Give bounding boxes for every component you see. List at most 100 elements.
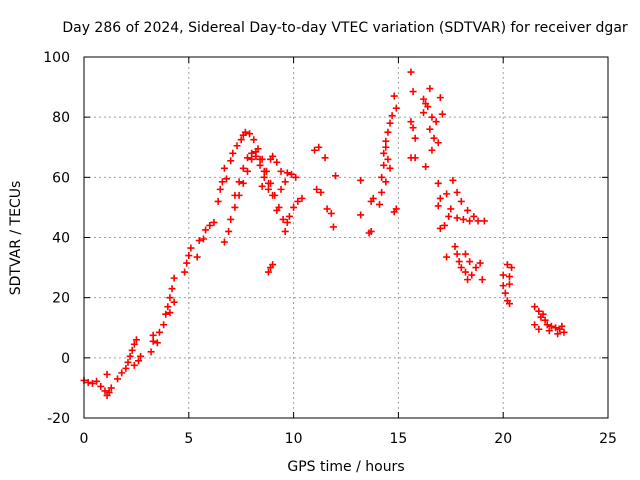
- data-point: [250, 136, 258, 144]
- data-point: [256, 155, 264, 163]
- data-point: [283, 169, 291, 177]
- data-point: [558, 322, 566, 330]
- data-point: [535, 307, 543, 315]
- data-point: [541, 316, 549, 324]
- data-point: [461, 268, 469, 276]
- x-tick-label: 15: [389, 431, 407, 447]
- data-point: [147, 348, 155, 356]
- data-point: [369, 194, 377, 202]
- data-point: [474, 217, 482, 225]
- data-point: [392, 205, 400, 213]
- data-point: [434, 179, 442, 187]
- x-tick-label: 5: [184, 431, 193, 447]
- data-point: [162, 310, 170, 318]
- data-point: [470, 212, 478, 220]
- data-point: [411, 134, 419, 142]
- data-point: [445, 212, 453, 220]
- data-point: [193, 253, 201, 261]
- data-point: [420, 109, 428, 117]
- data-point: [227, 215, 235, 223]
- data-point: [218, 178, 226, 186]
- data-point: [281, 178, 289, 186]
- data-point: [386, 119, 394, 127]
- data-point: [443, 253, 451, 261]
- data-point: [183, 259, 191, 267]
- data-point: [552, 324, 560, 332]
- data-point: [101, 387, 109, 395]
- data-point: [472, 264, 480, 272]
- data-point: [420, 95, 428, 103]
- data-point: [248, 149, 256, 157]
- data-point: [409, 124, 417, 132]
- data-point: [453, 214, 461, 222]
- data-point: [407, 118, 415, 126]
- data-point: [464, 206, 472, 214]
- data-point: [430, 134, 438, 142]
- data-point: [93, 377, 101, 385]
- data-point: [214, 197, 222, 205]
- data-point: [531, 321, 539, 329]
- data-point: [241, 128, 249, 136]
- y-tick-label: 20: [52, 291, 70, 307]
- x-tick-label: 10: [285, 431, 303, 447]
- data-point: [294, 197, 302, 205]
- y-tick-label: 0: [61, 351, 70, 367]
- data-point: [505, 300, 513, 308]
- data-point: [114, 375, 122, 383]
- data-point: [384, 155, 392, 163]
- data-point: [97, 382, 105, 390]
- data-point: [220, 238, 228, 246]
- data-point: [382, 143, 390, 151]
- data-point: [501, 289, 509, 297]
- data-point: [210, 218, 218, 226]
- data-point: [292, 173, 300, 181]
- data-point: [357, 176, 365, 184]
- data-point: [378, 188, 386, 196]
- data-point: [311, 146, 319, 154]
- grid: [83, 56, 609, 419]
- y-tick-label: 40: [52, 231, 70, 247]
- data-point: [277, 167, 285, 175]
- data-point: [199, 235, 207, 243]
- data-point: [436, 224, 444, 232]
- x-tick-label: 25: [599, 431, 617, 447]
- data-point: [453, 250, 461, 258]
- y-tick-label: 100: [43, 50, 70, 66]
- data-point: [457, 264, 465, 272]
- y-tick-label: -20: [47, 411, 70, 427]
- data-point: [181, 268, 189, 276]
- data-point: [547, 322, 555, 330]
- data-point: [382, 178, 390, 186]
- data-point: [273, 158, 281, 166]
- data-point: [202, 226, 210, 234]
- data-point: [227, 157, 235, 165]
- data-point: [153, 339, 161, 347]
- data-point: [279, 215, 287, 223]
- data-point: [107, 384, 115, 392]
- data-point: [464, 276, 472, 284]
- data-point: [260, 173, 268, 181]
- data-point: [323, 205, 331, 213]
- data-point: [447, 205, 455, 213]
- data-point: [434, 202, 442, 210]
- data-point: [248, 155, 256, 163]
- data-point: [438, 110, 446, 118]
- chart-title: Day 286 of 2024, Sidereal Day-to-day VTE…: [62, 20, 628, 36]
- data-point: [149, 337, 157, 345]
- data-point: [237, 136, 245, 144]
- data-point: [386, 164, 394, 172]
- data-point: [128, 346, 136, 354]
- data-point: [118, 369, 126, 377]
- data-point: [262, 167, 270, 175]
- data-point: [478, 276, 486, 284]
- data-point: [313, 185, 321, 193]
- data-point: [378, 173, 386, 181]
- data-point: [130, 361, 138, 369]
- data-point: [539, 310, 547, 318]
- data-point: [122, 364, 130, 372]
- data-point: [505, 280, 513, 288]
- data-point: [441, 221, 449, 229]
- data-point: [269, 152, 277, 160]
- data-point: [223, 175, 231, 183]
